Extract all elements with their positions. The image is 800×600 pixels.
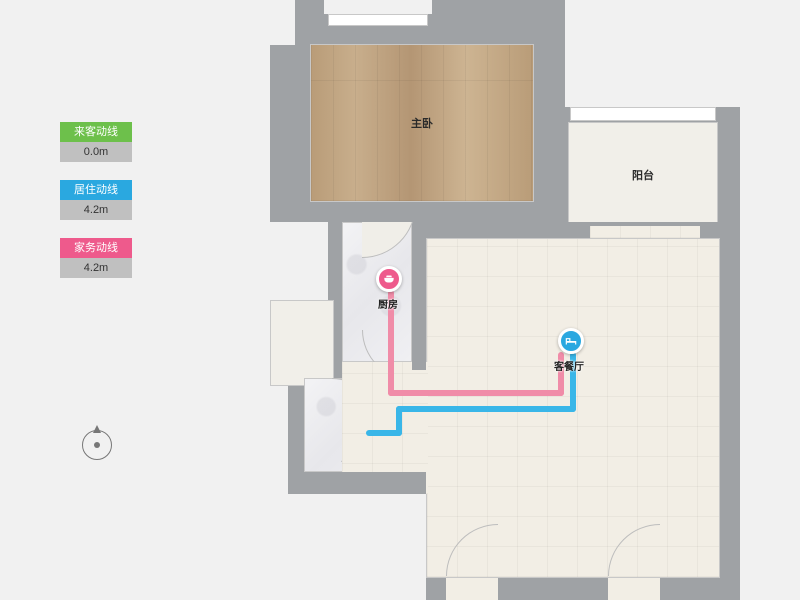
legend-value: 4.2m	[60, 258, 132, 278]
marker-kitchen	[376, 266, 402, 292]
exterior-ledge	[270, 300, 334, 386]
wall-cutout	[565, 0, 740, 107]
marker-living	[558, 328, 584, 354]
bed-icon	[564, 334, 578, 348]
wall-cutout	[270, 386, 288, 600]
path-living	[396, 406, 576, 412]
legend-label: 居住动线	[60, 180, 132, 200]
legend-label: 来客动线	[60, 122, 132, 142]
room-balcony: 阳台	[568, 122, 718, 226]
pot-icon	[382, 272, 396, 286]
compass-icon	[82, 430, 112, 460]
room-label: 阳台	[569, 167, 717, 183]
legend-label: 家务动线	[60, 238, 132, 258]
wall-interior	[310, 202, 534, 222]
legend-item-guest: 来客动线 0.0m	[60, 122, 132, 162]
room-label: 主卧	[311, 115, 533, 131]
door-opening	[358, 202, 416, 222]
path-living	[366, 430, 402, 436]
door-opening	[608, 578, 660, 600]
legend-value: 0.0m	[60, 142, 132, 162]
wall-interior	[412, 222, 426, 370]
wall-cutout	[288, 494, 426, 600]
wall-interior	[554, 107, 568, 238]
window	[570, 107, 716, 121]
legend-item-chores: 家务动线 4.2m	[60, 238, 132, 278]
room-master-bedroom: 主卧	[310, 44, 534, 202]
wall-interior	[288, 472, 426, 494]
floor-plan: 主卧 阳台 卫生间 厨房	[270, 0, 740, 600]
door-opening	[590, 226, 700, 238]
marker-label: 客餐厅	[554, 358, 584, 373]
wall-cutout	[270, 0, 295, 45]
legend: 来客动线 0.0m 居住动线 4.2m 家务动线 4.2m	[60, 122, 132, 296]
door-opening	[446, 578, 498, 600]
window	[328, 14, 428, 26]
legend-value: 4.2m	[60, 200, 132, 220]
wall-cutout	[324, 0, 432, 14]
path-chores	[388, 390, 564, 396]
legend-item-living: 居住动线 4.2m	[60, 180, 132, 220]
marker-label: 厨房	[378, 296, 398, 311]
